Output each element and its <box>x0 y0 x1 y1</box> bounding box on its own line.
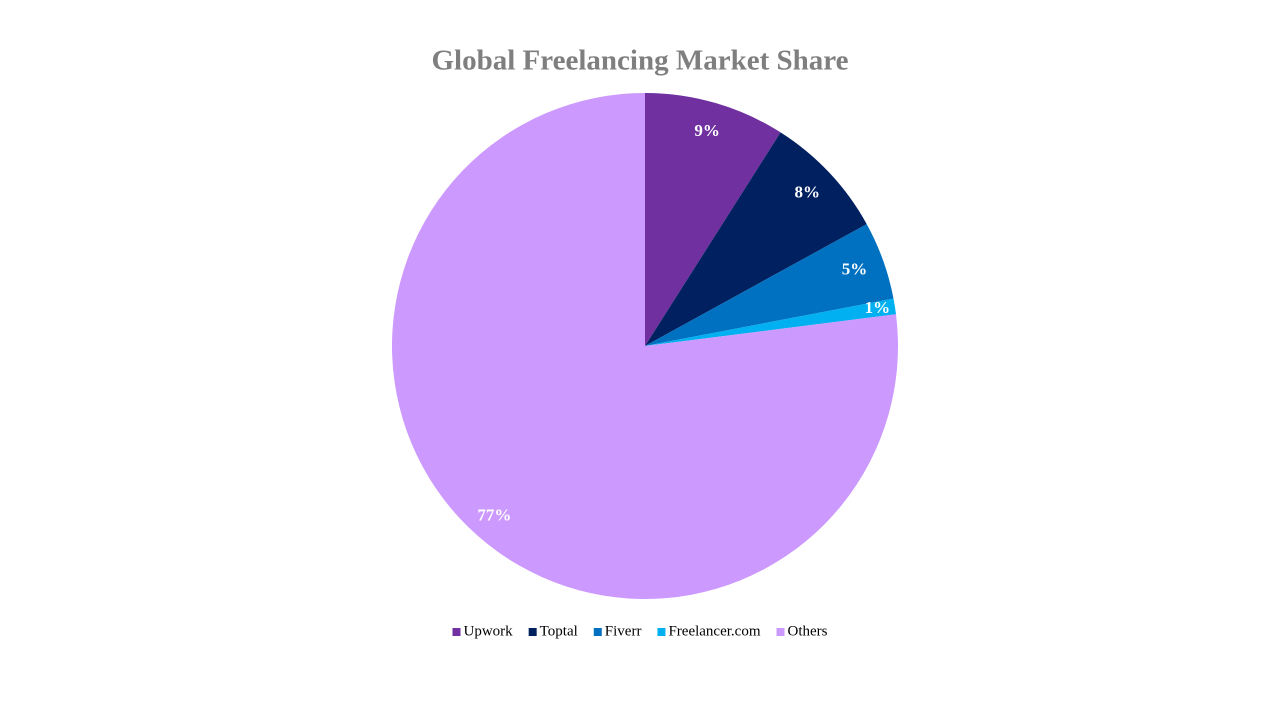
chart-title: Global Freelancing Market Share <box>432 45 849 77</box>
legend-label: Fiverr <box>605 623 642 639</box>
legend-swatch <box>593 628 602 636</box>
pie-slice <box>645 298 897 346</box>
pie-slice <box>645 93 781 346</box>
legend-label: Freelancer.com <box>668 623 760 639</box>
data-label: 77% <box>477 506 511 525</box>
legend-swatch <box>657 628 666 636</box>
legend-swatch <box>776 628 785 636</box>
pie-slice <box>645 224 894 346</box>
legend-label: Toptal <box>540 623 578 639</box>
data-label: 8% <box>795 182 821 201</box>
data-label: 1% <box>865 298 891 317</box>
legend-label: Upwork <box>464 623 514 639</box>
legend-swatch <box>452 628 461 636</box>
pie-slice <box>391 93 898 599</box>
legend-label: Others <box>788 623 828 639</box>
legend-swatch <box>528 628 537 636</box>
data-label: 9% <box>694 121 720 140</box>
pie-slice <box>645 132 867 346</box>
data-label: 5% <box>842 259 868 278</box>
